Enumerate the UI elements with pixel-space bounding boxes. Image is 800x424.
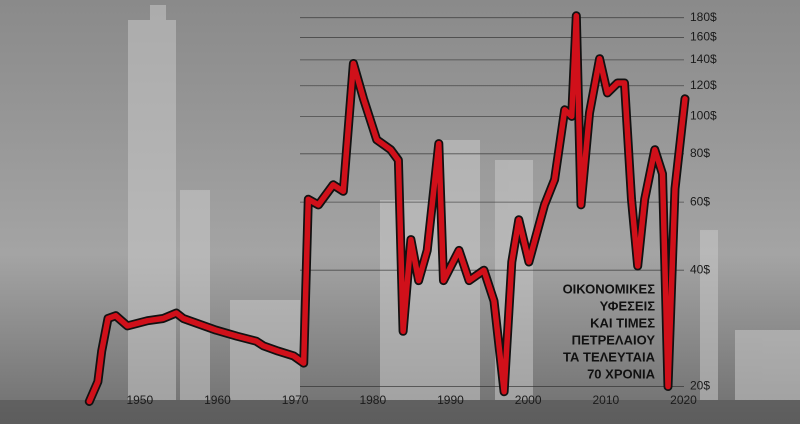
y-tick-label: 40$ [690, 262, 710, 276]
y-tick-label: 20$ [690, 379, 710, 393]
chart-title: ΚΑΙ ΤΙΜΕΣ [590, 315, 655, 330]
y-tick-label: 100$ [690, 109, 717, 123]
x-tick-label: 2000 [515, 393, 542, 407]
chart-title: ΤΑ ΤΕΛΕΥΤΑΙΑ [563, 349, 656, 364]
x-tick-label: 2010 [592, 393, 619, 407]
chart-title: ΥΦΕΣΕΙΣ [600, 298, 656, 313]
chart-title: ΠΕΤΡΕΛΑΙΟΥ [572, 332, 656, 347]
y-tick-label: 160$ [690, 30, 717, 44]
chart-title: ΟΙΚΟΝΟΜΙΚΕΣ [563, 281, 656, 296]
x-tick-label: 1980 [359, 393, 386, 407]
x-tick-label: 1990 [437, 393, 464, 407]
y-tick-label: 120$ [690, 78, 717, 92]
y-tick-label: 60$ [690, 194, 710, 208]
x-tick-label: 2020 [670, 393, 697, 407]
x-tick-label: 1960 [204, 393, 231, 407]
y-tick-label: 80$ [690, 146, 710, 160]
labels: 20$ 40$ 60$ 80$ 100$ 120$ 140$ 160$ 180$ 1950 1960… [126, 10, 717, 407]
chart-title: 70 ΧΡΟΝΙΑ [587, 366, 656, 381]
y-tick-label: 140$ [690, 52, 717, 66]
price-line [86, 13, 688, 405]
x-tick-label: 1970 [282, 393, 309, 407]
x-tick-label: 1950 [126, 393, 153, 407]
marks [84, 11, 690, 406]
y-tick-label: 180$ [690, 10, 717, 24]
grid [300, 17, 684, 387]
